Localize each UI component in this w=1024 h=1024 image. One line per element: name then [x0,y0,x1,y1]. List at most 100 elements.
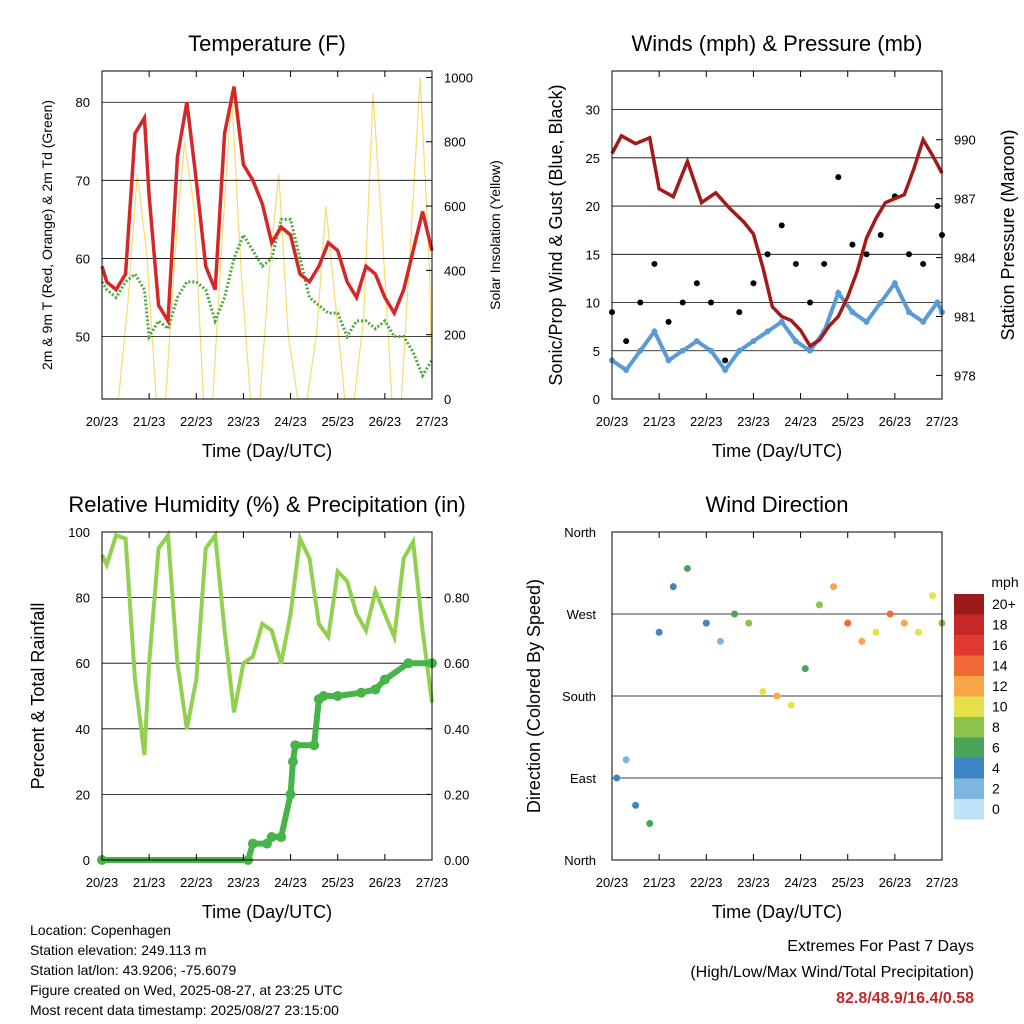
direction-point [858,637,866,645]
pressure-series-line [610,133,944,349]
gust-point [849,241,856,248]
gust-point [778,222,785,229]
x-tick-label-0-0: 20/23 [86,414,119,429]
x-tick-label-0-1: 21/23 [133,414,166,429]
x-tick-label-3-4: 24/23 [784,875,817,890]
y2-tick-label-1-2: 984 [954,251,976,266]
y-tick-label-2-4: 80 [76,591,90,606]
x-tick-label-3-2: 22/23 [690,875,723,890]
x-axis-label-1: Time (Day/UTC) [712,441,842,461]
x-tick-label-3-5: 25/23 [831,875,864,890]
extremes-values: 82.8/48.9/16.4/0.58 [836,990,974,1007]
extremes-box: Extremes For Past 7 Days (High/Low/Max W… [690,934,974,1012]
x-tick-label-1-3: 23/23 [737,414,770,429]
dewpoint-series-line [100,217,434,379]
x-tick-label-3-3: 23/23 [737,875,770,890]
x-tick-label-2-4: 24/23 [274,875,307,890]
y2-tick-label-1-4: 990 [954,133,976,148]
gust-point [934,203,941,210]
x-tick-label-2-5: 25/23 [321,875,354,890]
gust-point [736,309,743,316]
wind-point [693,338,700,345]
y2-tick-label-1-3: 987 [954,192,976,207]
rain-point [332,691,343,701]
direction-point [801,665,809,673]
gust-point [623,338,630,345]
x-tick-label-1-4: 24/23 [784,414,817,429]
x-tick-label-2-3: 23/23 [227,875,260,890]
wind-point [750,338,757,345]
wind-point [778,318,785,325]
legend-label-4: 12 [992,678,1008,694]
y-axis-label-0: 2m & 9m T (Red, Orange) & 2m Td (Green) [39,100,55,370]
x-tick-label-0-2: 22/23 [180,414,213,429]
x-tick-label-3-0: 20/23 [596,875,629,890]
location-text: Location: Copenhagen [30,922,171,938]
rain-point [266,832,277,843]
legend-swatch-0 [954,594,984,615]
rain-point [318,691,329,701]
y2-tick-label-2-1: 0.20 [444,787,469,802]
panel-title-1: Winds (mph) & Pressure (mb) [632,31,923,56]
y2-axis-label-0: Solar Insolation (Yellow) [487,160,503,310]
rain-point [290,740,301,751]
rain-point [309,740,320,751]
y2-tick-label-0-4: 800 [444,135,466,150]
wind-point [877,299,884,306]
created-text: Figure created on Wed, 2025-08-27, at 23… [30,982,343,998]
x-tick-label-1-6: 26/23 [879,414,912,429]
gust-point [792,260,799,267]
y-tick-label-0-1: 60 [76,251,90,266]
legend-swatch-7 [954,737,984,758]
timestamp-text: Most recent data timestamp: 2025/08/27 2… [30,1002,339,1018]
y-tick-label-2-1: 20 [76,787,90,802]
temperature-series-line [100,86,434,327]
direction-point [613,774,621,782]
panel-title-0: Temperature (F) [188,31,346,56]
rain-point [379,674,390,685]
plot-frame-1 [611,70,943,400]
legend-label-6: 8 [992,719,1000,735]
gust-point [665,318,672,325]
wind-point [764,328,771,335]
rain-point [370,684,381,695]
direction-point [745,619,753,627]
wind-point [679,347,686,354]
x-tick-label-2-7: 27/23 [416,875,449,890]
y-tick-label-1-0: 0 [593,392,600,407]
gust-point [708,299,714,306]
x-axis-label-2: Time (Day/UTC) [202,902,332,922]
gust-point [679,299,686,306]
panel-title-3: Wind Direction [705,492,848,517]
legend-label-3: 14 [992,658,1008,674]
panel-title-2: Relative Humidity (%) & Precipitation (i… [68,492,465,517]
y-axis-label-3: Direction (Colored By Speed) [524,579,544,813]
x-tick-label-0-6: 26/23 [369,414,402,429]
legend-label-8: 4 [992,760,1000,776]
wind-point [934,299,941,306]
direction-point [669,583,677,591]
y-tick-label-0-3: 80 [76,95,90,110]
y-tick-label-3-1: East [570,771,596,786]
rain-point [276,832,287,843]
gust-point [835,174,842,181]
y2-tick-label-2-4: 0.80 [444,591,469,606]
gust-point [693,280,700,287]
direction-point [900,619,908,627]
wind-point [665,357,672,364]
wind-point [807,347,813,354]
legend-swatch-5 [954,696,984,717]
y-tick-label-1-1: 5 [593,344,600,359]
legend-label-9: 2 [992,781,1000,797]
wind-point [637,347,644,354]
y-tick-label-3-3: West [567,607,597,622]
rain-series-line [102,660,432,863]
elevation-text: Station elevation: 249.113 m [30,942,207,958]
y-tick-label-2-3: 60 [76,656,90,671]
y2-tick-label-0-3: 600 [444,199,466,214]
wind-point [891,280,898,287]
y2-tick-label-0-5: 1000 [444,70,473,85]
direction-point [872,628,880,636]
x-tick-label-2-1: 21/23 [133,875,166,890]
extremes-subheading: (High/Low/Max Wind/Total Precipitation) [690,964,974,981]
